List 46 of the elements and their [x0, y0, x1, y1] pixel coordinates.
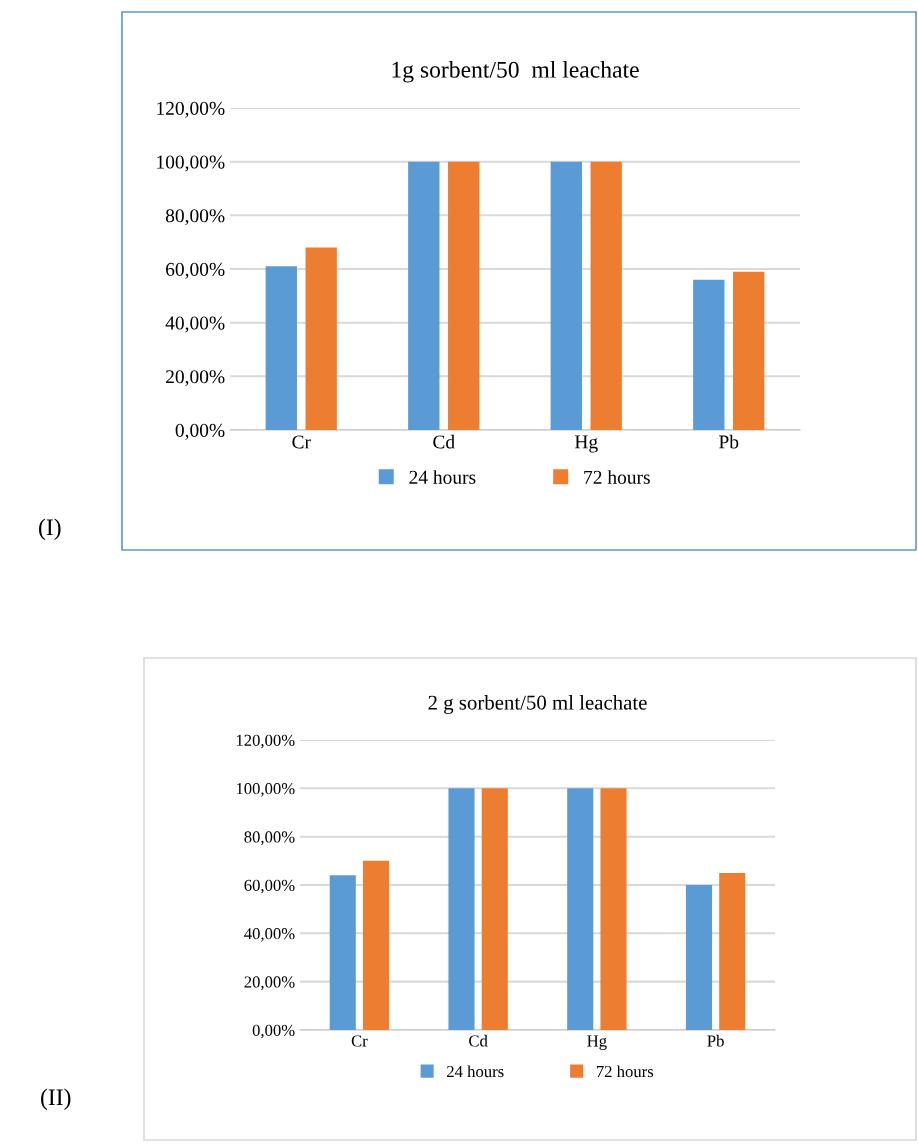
x-tick-label: Pb: [707, 1034, 724, 1047]
text: (I): [39, 518, 61, 541]
bar: [719, 872, 746, 1030]
bar: [408, 161, 440, 430]
x-tick-label: Hg: [587, 1035, 607, 1050]
bar: [305, 247, 337, 430]
y-tick-label: 0,00%: [252, 1024, 295, 1039]
bar: [685, 885, 713, 1030]
legend-label: 72 hours: [596, 1065, 654, 1078]
y-tick-label: 40,00%: [244, 928, 295, 942]
bar: [362, 860, 390, 1030]
legend-label: 24 hours: [409, 470, 476, 484]
bar: [448, 161, 480, 430]
y-tick-label: 60,00%: [244, 879, 295, 894]
y-tick-label: 20,00%: [166, 370, 225, 387]
legend-label: 24 hours: [447, 1065, 504, 1078]
y-tick-label: 60,00%: [166, 262, 225, 279]
y-tick-label: 120,00%: [236, 734, 295, 749]
y-tick-label: 80,00%: [165, 209, 225, 226]
chart-title: 1g sorbent/50 ml leachate: [392, 61, 639, 83]
bar: [600, 788, 627, 1030]
y-tick-label: 20,00%: [244, 976, 295, 991]
y-tick-label: 100,00%: [157, 155, 225, 172]
x-tick-label: Cr: [292, 435, 311, 449]
x-tick-label: Cr: [351, 1035, 368, 1047]
text: (II): [41, 1088, 71, 1111]
x-tick-label: Hg: [574, 435, 598, 453]
bar: [693, 279, 725, 430]
bar: [590, 161, 622, 430]
bar: [265, 266, 297, 430]
x-tick-label: Cd: [433, 434, 455, 449]
bar: [733, 271, 765, 430]
chart-title: 2 g sorbent/50 ml leachate: [428, 694, 647, 714]
y-tick-label: 40,00%: [165, 316, 225, 333]
x-tick-label: Cd: [469, 1034, 488, 1047]
x-tick-label: Pb: [719, 434, 739, 449]
bar: [329, 875, 356, 1030]
y-tick-label: 80,00%: [244, 831, 295, 846]
bar: [481, 788, 508, 1030]
y-tick-label: 100,00%: [236, 783, 295, 797]
bar: [550, 161, 582, 430]
y-tick-label: 120,00%: [157, 101, 225, 118]
bar: [448, 788, 475, 1030]
bar: [567, 788, 594, 1030]
y-tick-label: 0,00%: [175, 423, 225, 440]
legend-label: 72 hours: [584, 470, 650, 484]
